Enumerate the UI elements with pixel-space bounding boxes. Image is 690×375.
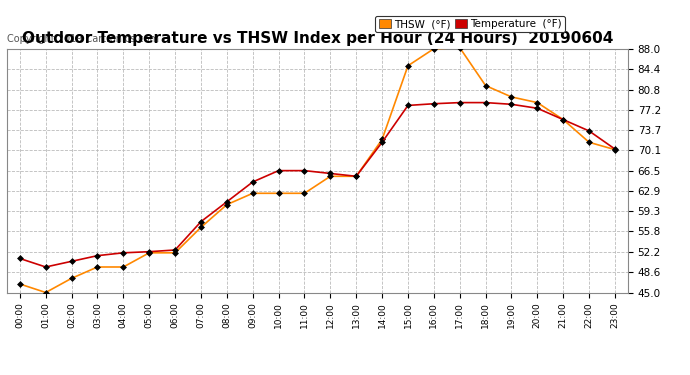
Text: Copyright 2019 Cartronics.com: Copyright 2019 Cartronics.com xyxy=(7,34,159,44)
Legend: THSW  (°F), Temperature  (°F): THSW (°F), Temperature (°F) xyxy=(375,16,565,32)
Title: Outdoor Temperature vs THSW Index per Hour (24 Hours)  20190604: Outdoor Temperature vs THSW Index per Ho… xyxy=(21,31,613,46)
